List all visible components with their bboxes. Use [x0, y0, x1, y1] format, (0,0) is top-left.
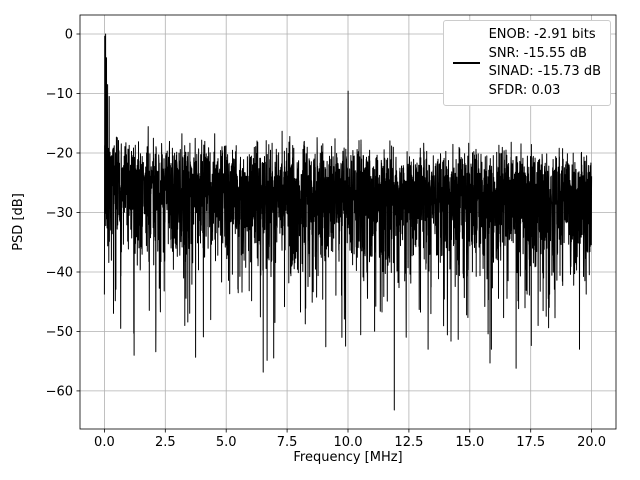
legend-sfdr: SFDR: 0.03: [488, 82, 561, 98]
y-tick-label: −60: [46, 384, 73, 399]
y-tick-label: −30: [46, 206, 73, 221]
legend: ENOB: -2.91 bits SNR: -15.55 dB SINAD: -…: [442, 20, 611, 106]
legend-enob: ENOB: -2.91 bits: [488, 27, 596, 42]
legend-sinad: SINAD: -15.73 dB: [488, 64, 601, 79]
y-tick-label: −50: [46, 325, 73, 340]
x-tick-label: 5.0: [216, 435, 237, 450]
x-tick-label: 7.5: [277, 435, 298, 450]
tick-labels: 0.0 2.5 5.0 7.5 10.0 12.5 15.0 17.5 20.0 0 −10 −20 −…: [46, 28, 607, 451]
x-tick-label: 15.0: [455, 435, 484, 450]
legend-line-sample: [452, 62, 480, 64]
x-tick-label: 10.0: [334, 435, 363, 450]
y-tick-label: −20: [46, 147, 73, 162]
tick-marks: [76, 33, 592, 433]
x-tick-label: 12.5: [394, 435, 423, 450]
legend-text-block: ENOB: -2.91 bits SNR: -15.55 dB SINAD: -…: [489, 26, 601, 100]
psd-trace: [103, 33, 593, 411]
x-tick-label: 20.0: [577, 435, 606, 450]
y-tick-label: −40: [46, 266, 73, 281]
y-tick-label: −10: [46, 87, 73, 102]
x-tick-label: 17.5: [516, 435, 545, 450]
legend-snr: SNR: -15.55 dB: [488, 45, 587, 61]
x-axis-label: Frequency [MHz]: [293, 450, 402, 465]
x-tick-label: 0.0: [94, 435, 115, 450]
psd-trace-group: [103, 33, 593, 411]
x-tick-label: 2.5: [155, 435, 176, 450]
y-tick-label: 0: [65, 28, 73, 43]
y-axis-label: PSD [dB]: [11, 193, 26, 251]
